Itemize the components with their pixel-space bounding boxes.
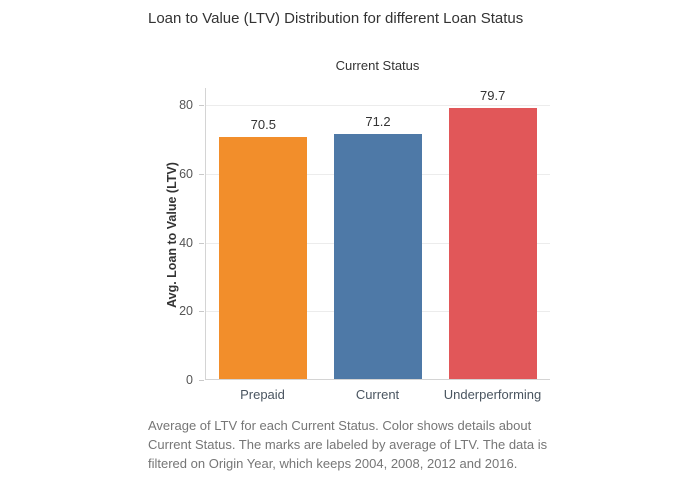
chart-caption: Average of LTV for each Current Status. … [148,418,548,471]
y-tick-mark [199,242,204,244]
y-tick-mark [199,380,204,381]
y-tick-mark [199,311,204,313]
y-tick-mark [199,173,204,175]
category-label-current: Current [355,387,400,402]
bar-underperforming[interactable] [448,108,537,379]
plot-area: 70.5 71.2 79.7 [205,88,550,380]
gridline [206,105,550,107]
chart-subtitle: Current Status [335,58,420,73]
bar-value-label: 70.5 [250,116,276,132]
bar-slot: 71.2 [321,88,436,379]
bars: 70.5 71.2 79.7 [206,88,550,379]
bar-prepaid[interactable] [219,136,308,379]
x-axis-category-labels: Prepaid Current Underperforming [205,387,550,402]
y-tick-label: 40 [179,235,193,250]
bar-current[interactable] [334,134,422,379]
y-tick-mark [199,105,204,107]
y-tick-label: 60 [179,166,193,181]
y-tick-label: 80 [179,98,193,113]
y-axis: 0 20 40 60 80 [150,88,205,387]
category-label-prepaid: Prepaid [240,387,285,402]
chart-title: Loan to Value (LTV) Distribution for dif… [148,10,524,27]
y-tick-label: 0 [186,373,193,387]
bar-slot: 70.5 [206,88,321,379]
bar-value-label: 71.2 [365,114,391,130]
category-label-underperforming: Underperforming [443,387,542,402]
bar-value-label: 79.7 [480,88,506,103]
y-tick-label: 20 [179,304,193,319]
bar-slot: 79.7 [435,88,550,379]
